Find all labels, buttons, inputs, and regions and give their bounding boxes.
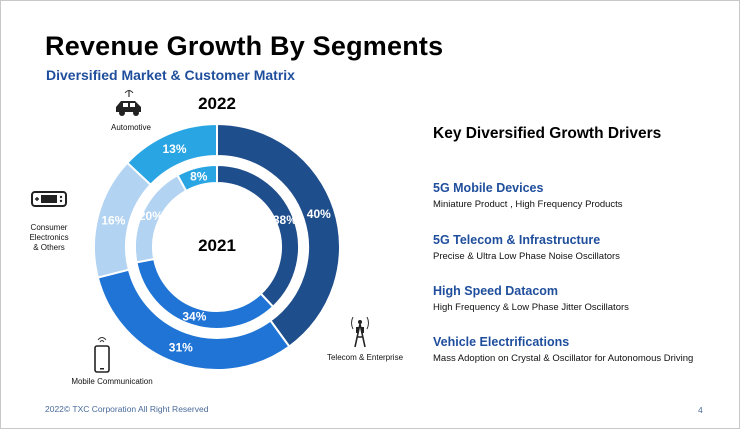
outer-ring-2022 <box>93 122 341 371</box>
pct-label-2022-1: 40% <box>307 207 331 221</box>
slice-2022-1 <box>216 122 341 348</box>
drivers-title: Key Diversified Growth Drivers <box>433 125 662 142</box>
pct-label-2021-1: 38% <box>273 213 297 227</box>
page-title: Revenue Growth By Segments <box>45 31 444 61</box>
driver-description: High Frequency & Low Phase Jitter Oscill… <box>433 302 629 313</box>
driver-heading: 5G Telecom & Infrastructure <box>433 233 601 247</box>
driver-heading: High Speed Datacom <box>433 284 559 298</box>
driver-heading: 5G Mobile Devices <box>433 181 544 195</box>
segment-label-consumer-line2: Electronics <box>29 233 69 242</box>
year-label-2022: 2022 <box>198 94 236 113</box>
slice-2022-4 <box>125 122 218 187</box>
pct-label-2021-2: 34% <box>182 309 206 323</box>
page-number: 4 <box>698 405 703 415</box>
pct-label-2021-4: 8% <box>190 169 208 183</box>
driver-item: Vehicle Electrifications Mass Adoption o… <box>433 335 693 364</box>
slice-2021-4 <box>176 163 218 193</box>
driver-item: 5G Telecom & Infrastructure Precise & Ul… <box>433 233 620 262</box>
segment-label-automotive: Automotive <box>110 123 152 132</box>
inner-ring-2021 <box>134 163 300 330</box>
driver-description: Precise & Ultra Low Phase Noise Oscillat… <box>433 251 620 262</box>
driver-item: High Speed Datacom High Frequency & Low … <box>433 284 629 313</box>
antenna-tower-icon <box>351 316 369 348</box>
driver-item: 5G Mobile Devices Miniature Product , Hi… <box>433 181 623 210</box>
segment-label-consumer: Consumer Electronics & Others <box>21 223 77 253</box>
driver-heading: Vehicle Electrifications <box>433 335 570 349</box>
year-label-2021: 2021 <box>198 236 236 255</box>
pct-label-2022-3: 16% <box>101 213 125 227</box>
segment-label-consumer-line3: & Others <box>33 243 65 252</box>
car-icon <box>116 90 141 116</box>
driver-description: Miniature Product , High Frequency Produ… <box>433 199 623 210</box>
segment-label-telecom: Telecom & Enterprise <box>326 353 404 362</box>
driver-description: Mass Adoption on Crystal & Oscillator fo… <box>433 353 694 364</box>
page-subtitle: Diversified Market & Customer Matrix <box>46 67 295 83</box>
pct-label-2022-2: 31% <box>169 341 193 355</box>
segment-label-consumer-line1: Consumer <box>30 223 68 232</box>
footer-copyright: 2022© TXC Corporation All Right Reserved <box>45 404 209 414</box>
game-controller-icon <box>31 191 67 207</box>
percentage-labels: 40% 31% 16% 13% 38% 34% 20% 8% <box>101 142 331 355</box>
mobile-phone-icon <box>94 337 110 373</box>
pct-label-2021-3: 20% <box>139 209 163 223</box>
segment-label-mobile: Mobile Communication <box>71 377 153 386</box>
pct-label-2022-4: 13% <box>162 142 186 156</box>
